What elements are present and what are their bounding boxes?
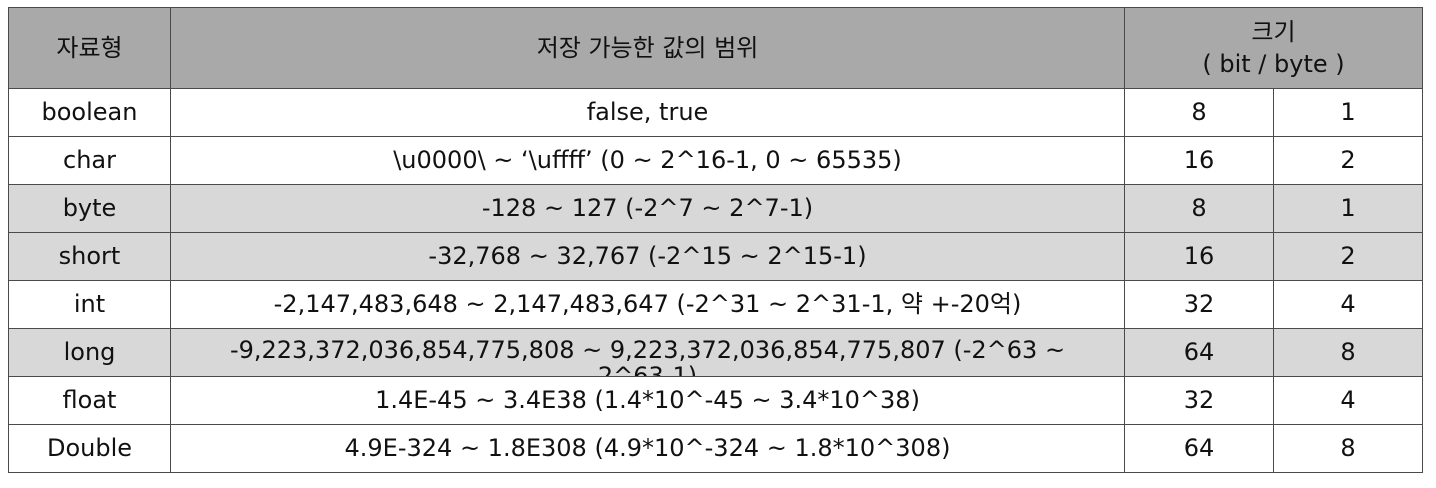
cell-bytes: 1 — [1272, 88, 1424, 137]
cell-range: \u0000\ ~ ‘\uffff’ (0 ~ 2^16-1, 0 ~ 6553… — [170, 136, 1125, 185]
cell-bytes-text: 2 — [1340, 242, 1356, 270]
cell-bytes: 4 — [1272, 376, 1424, 425]
cell-bits: 16 — [1124, 232, 1274, 281]
table-row: long -9,223,372,036,854,775,808 ~ 9,223,3… — [8, 328, 1424, 377]
cell-bytes-text: 1 — [1340, 194, 1356, 222]
cell-type-text: char — [63, 146, 116, 174]
cell-bytes: 2 — [1272, 136, 1424, 185]
data-types-table: 자료형 저장 가능한 값의 범위 크기 ( bit / byte ) boole… — [8, 7, 1424, 473]
cell-type-text: short — [58, 242, 121, 270]
cell-type-text: float — [62, 386, 117, 414]
cell-type: Double — [8, 424, 171, 473]
cell-bits: 32 — [1124, 376, 1274, 425]
cell-bytes: 2 — [1272, 232, 1424, 281]
cell-bits: 16 — [1124, 136, 1274, 185]
cell-type-text: byte — [62, 194, 117, 222]
cell-bits: 64 — [1124, 424, 1274, 473]
cell-type: long — [8, 328, 171, 377]
table-row: Double 4.9E-324 ~ 1.8E308 (4.9*10^-324 ~ … — [8, 424, 1424, 473]
cell-bytes: 8 — [1272, 328, 1424, 377]
cell-bits-text: 32 — [1183, 386, 1215, 414]
cell-range: -32,768 ~ 32,767 (-2^15 ~ 2^15-1) — [170, 232, 1125, 281]
cell-bits-text: 16 — [1183, 242, 1215, 270]
cell-range-text: \u0000\ ~ ‘\uffff’ (0 ~ 2^16-1, 0 ~ 6553… — [393, 146, 902, 174]
table-row: boolean false, true 8 1 — [8, 88, 1424, 137]
table-row: char \u0000\ ~ ‘\uffff’ (0 ~ 2^16-1, 0 ~ … — [8, 136, 1424, 185]
header-size-label: 크기 — [1251, 18, 1296, 46]
cell-bits: 8 — [1124, 88, 1274, 137]
header-size: 크기 ( bit / byte ) — [1123, 7, 1424, 89]
cell-bytes: 1 — [1272, 184, 1424, 233]
cell-type: char — [8, 136, 171, 185]
header-type: 자료형 — [8, 7, 171, 89]
cell-bits: 8 — [1124, 184, 1274, 233]
cell-range: 4.9E-324 ~ 1.8E308 (4.9*10^-324 ~ 1.8*10… — [170, 424, 1125, 473]
header-range: 저장 가능한 값의 범위 — [170, 7, 1125, 89]
cell-bits-text: 32 — [1183, 290, 1215, 318]
cell-bits-text: 64 — [1183, 434, 1215, 462]
cell-type: int — [8, 280, 171, 329]
cell-range: false, true — [170, 88, 1125, 137]
cell-range-text: 4.9E-324 ~ 1.8E308 (4.9*10^-324 ~ 1.8*10… — [344, 434, 951, 462]
cell-type-text: Double — [46, 434, 133, 462]
cell-type-text: long — [63, 338, 116, 366]
table-row: float 1.4E-45 ~ 3.4E38 (1.4*10^-45 ~ 3.4*… — [8, 376, 1424, 425]
cell-bytes-text: 4 — [1340, 290, 1356, 318]
cell-range: 1.4E-45 ~ 3.4E38 (1.4*10^-45 ~ 3.4*10^38… — [170, 376, 1125, 425]
table-row: byte -128 ~ 127 (-2^7 ~ 2^7-1) 8 1 — [8, 184, 1424, 233]
cell-bytes-text: 8 — [1340, 338, 1356, 366]
cell-bytes-text: 1 — [1340, 98, 1356, 126]
cell-range-text: -128 ~ 127 (-2^7 ~ 2^7-1) — [481, 194, 814, 222]
cell-bits-text: 16 — [1183, 146, 1215, 174]
cell-bytes: 4 — [1272, 280, 1424, 329]
table-row: short -32,768 ~ 32,767 (-2^15 ~ 2^15-1) 16… — [8, 232, 1424, 281]
cell-type: boolean — [8, 88, 171, 137]
cell-bytes: 8 — [1272, 424, 1424, 473]
cell-range-text: -9,223,372,036,854,775,808 ~ 9,223,372,0… — [229, 336, 1066, 376]
cell-bytes-text: 2 — [1340, 146, 1356, 174]
cell-bytes-text: 4 — [1340, 386, 1356, 414]
cell-bytes-text: 8 — [1340, 434, 1356, 462]
cell-type-text: boolean — [41, 98, 138, 126]
cell-type: short — [8, 232, 171, 281]
cell-range: -128 ~ 127 (-2^7 ~ 2^7-1) — [170, 184, 1125, 233]
header-size-units: ( bit / byte ) — [1202, 50, 1345, 78]
cell-range: -2,147,483,648 ~ 2,147,483,647 (-2^31 ~ … — [170, 280, 1125, 329]
cell-type: byte — [8, 184, 171, 233]
cell-range-text: -2,147,483,648 ~ 2,147,483,647 (-2^31 ~ … — [273, 290, 1022, 318]
cell-range-text: false, true — [586, 98, 709, 126]
header-row: 자료형 저장 가능한 값의 범위 크기 ( bit / byte ) — [8, 7, 1424, 89]
cell-bits: 32 — [1124, 280, 1274, 329]
cell-range-text: -32,768 ~ 32,767 (-2^15 ~ 2^15-1) — [428, 242, 867, 270]
table-row: int -2,147,483,648 ~ 2,147,483,647 (-2^31… — [8, 280, 1424, 329]
cell-bits-text: 64 — [1183, 338, 1215, 366]
cell-bits-text: 8 — [1191, 98, 1207, 126]
cell-bits: 64 — [1124, 328, 1274, 377]
cell-range: -9,223,372,036,854,775,808 ~ 9,223,372,0… — [170, 328, 1125, 377]
cell-type: float — [8, 376, 171, 425]
cell-type-text: int — [73, 290, 106, 318]
cell-bits-text: 8 — [1191, 194, 1207, 222]
cell-range-text: 1.4E-45 ~ 3.4E38 (1.4*10^-45 ~ 3.4*10^38… — [375, 386, 920, 414]
